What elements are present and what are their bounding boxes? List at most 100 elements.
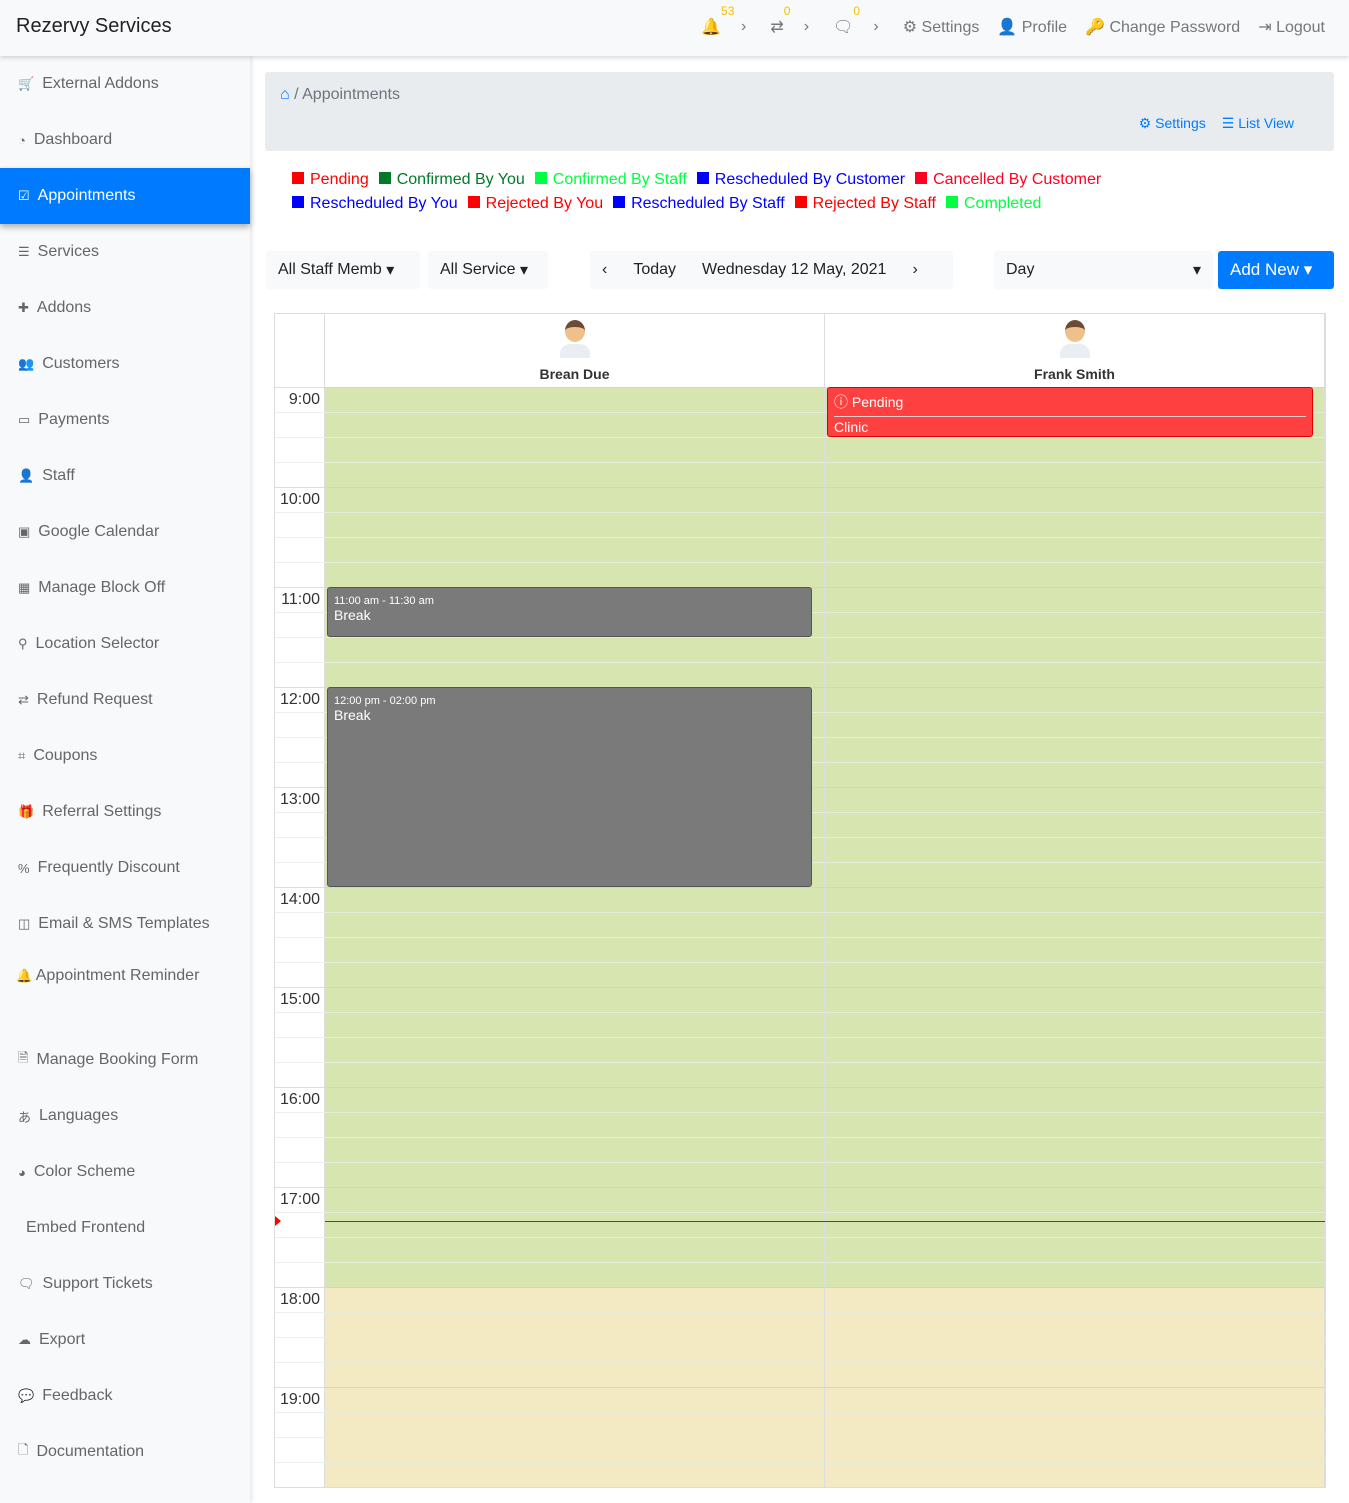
time-slot[interactable]	[825, 787, 1325, 812]
time-slot[interactable]	[825, 1112, 1325, 1137]
time-slot[interactable]	[325, 912, 825, 937]
sidebar-item-google-calendar[interactable]: ▣ Google Calendar	[0, 504, 250, 560]
sidebar-item-feedback[interactable]: 💬 Feedback	[0, 1368, 250, 1424]
time-slot[interactable]	[825, 1462, 1325, 1487]
time-slot[interactable]	[325, 1362, 825, 1387]
sidebar-item-export[interactable]: ☁ Export	[0, 1312, 250, 1368]
sidebar-item-manage-booking-form[interactable]: 🗎 Manage Booking Form	[0, 1032, 250, 1088]
time-slot[interactable]	[325, 437, 825, 462]
time-slot[interactable]	[325, 1262, 825, 1287]
time-slot[interactable]	[325, 1212, 825, 1237]
sidebar-item-dashboard[interactable]: ◔ Dashboard	[0, 112, 250, 168]
time-slot[interactable]	[825, 1387, 1325, 1412]
time-slot[interactable]	[825, 1362, 1325, 1387]
time-slot[interactable]	[825, 462, 1325, 487]
time-slot[interactable]	[325, 1087, 825, 1112]
time-slot[interactable]	[825, 612, 1325, 637]
time-slot[interactable]	[325, 537, 825, 562]
sidebar-item-documentation[interactable]: 🗋 Documentation	[0, 1424, 250, 1480]
time-slot[interactable]	[825, 1137, 1325, 1162]
time-slot[interactable]	[325, 637, 825, 662]
sidebar-item-services[interactable]: ☰ Services	[0, 224, 250, 280]
time-slot[interactable]	[325, 1462, 825, 1487]
home-icon[interactable]: ⌂	[280, 86, 290, 103]
time-slot[interactable]	[325, 1137, 825, 1162]
time-slot[interactable]	[825, 1337, 1325, 1362]
list-view-link[interactable]: ☰ List View	[1221, 115, 1294, 131]
today-button[interactable]: Today	[633, 261, 677, 278]
sidebar-item-refund-request[interactable]: ⇄ Refund Request	[0, 672, 250, 728]
time-slot[interactable]	[825, 1437, 1325, 1462]
time-slot[interactable]	[325, 1287, 825, 1312]
time-slot[interactable]	[325, 1062, 825, 1087]
time-slot[interactable]	[825, 1287, 1325, 1312]
time-slot[interactable]	[825, 487, 1325, 512]
time-slot[interactable]	[825, 662, 1325, 687]
time-slot[interactable]	[825, 1162, 1325, 1187]
time-slot[interactable]	[825, 587, 1325, 612]
time-slot[interactable]	[825, 862, 1325, 887]
calendar-event[interactable]: 11:00 am - 11:30 am Break	[327, 587, 812, 637]
time-slot[interactable]	[825, 1062, 1325, 1087]
time-slot[interactable]	[325, 1312, 825, 1337]
time-slot[interactable]	[825, 1412, 1325, 1437]
service-filter[interactable]: All Service ▾	[428, 251, 548, 289]
time-slot[interactable]	[825, 512, 1325, 537]
time-slot[interactable]	[825, 537, 1325, 562]
time-slot[interactable]	[825, 762, 1325, 787]
logout-link[interactable]: ⇥ Logout	[1258, 17, 1325, 37]
sidebar-item-coupons[interactable]: ⌗ Coupons	[0, 728, 250, 784]
sidebar-item-staff[interactable]: 👤 Staff	[0, 448, 250, 504]
sidebar-item-location-selector[interactable]: ⚲ Location Selector	[0, 616, 250, 672]
sidebar-item-frequently-discount[interactable]: % Frequently Discount	[0, 840, 250, 896]
sidebar-item-languages[interactable]: あ Languages	[0, 1088, 250, 1144]
sidebar-item-embed-frontend[interactable]: Embed Frontend	[0, 1200, 250, 1256]
time-slot[interactable]	[325, 462, 825, 487]
add-new-button[interactable]: Add New ▾	[1218, 251, 1334, 289]
messages-button[interactable]: 🗨 0 ›	[833, 5, 879, 37]
time-slot[interactable]	[825, 1037, 1325, 1062]
time-slot[interactable]	[825, 962, 1325, 987]
view-select[interactable]: Day ▾	[994, 251, 1213, 289]
sidebar-item-support-tickets[interactable]: 🗨 Support Tickets	[0, 1256, 250, 1312]
time-slot[interactable]	[825, 437, 1325, 462]
time-slot[interactable]	[325, 887, 825, 912]
time-slot[interactable]	[325, 1012, 825, 1037]
time-slot[interactable]	[325, 1387, 825, 1412]
time-slot[interactable]	[825, 562, 1325, 587]
time-slot[interactable]	[325, 1037, 825, 1062]
time-slot[interactable]	[825, 687, 1325, 712]
time-slot[interactable]	[825, 912, 1325, 937]
time-slot[interactable]	[325, 1237, 825, 1262]
sidebar-item-manage-block-off[interactable]: ▦ Manage Block Off	[0, 560, 250, 616]
time-slot[interactable]	[825, 987, 1325, 1012]
time-slot[interactable]	[825, 1312, 1325, 1337]
time-slot[interactable]	[825, 637, 1325, 662]
sidebar-item-addons[interactable]: ✚ Addons	[0, 280, 250, 336]
time-slot[interactable]	[825, 1262, 1325, 1287]
sidebar-item-appointment-reminder[interactable]: 🔔 Appointment Reminder	[0, 952, 250, 1032]
next-day-button[interactable]: ›	[912, 261, 918, 278]
time-slot[interactable]	[825, 887, 1325, 912]
sidebar-item-referral-settings[interactable]: 🎁 Referral Settings	[0, 784, 250, 840]
staff-filter[interactable]: All Staff Memb ▾	[266, 251, 420, 289]
transfers-button[interactable]: ⇄ 0 ›	[770, 5, 809, 37]
sidebar-item-color-scheme[interactable]: ◕ Color Scheme	[0, 1144, 250, 1200]
time-slot[interactable]	[325, 937, 825, 962]
time-slot[interactable]	[325, 487, 825, 512]
time-slot[interactable]	[325, 662, 825, 687]
change-password-link[interactable]: 🔑 Change Password	[1085, 17, 1240, 37]
time-slot[interactable]	[825, 1187, 1325, 1212]
time-slot[interactable]	[325, 562, 825, 587]
settings-link[interactable]: ⚙ Settings	[1138, 115, 1206, 131]
sidebar-item-appointments[interactable]: ☑ Appointments	[0, 168, 250, 224]
time-slot[interactable]	[825, 837, 1325, 862]
sidebar-item-email-sms-templates[interactable]: ◫ Email & SMS Templates	[0, 896, 250, 952]
time-slot[interactable]	[825, 1237, 1325, 1262]
settings-link[interactable]: ⚙ Settings	[903, 17, 980, 37]
time-slot[interactable]	[325, 1337, 825, 1362]
time-slot[interactable]	[825, 812, 1325, 837]
time-slot[interactable]	[825, 937, 1325, 962]
time-slot[interactable]	[325, 1187, 825, 1212]
sidebar-item-payments[interactable]: ▭ Payments	[0, 392, 250, 448]
